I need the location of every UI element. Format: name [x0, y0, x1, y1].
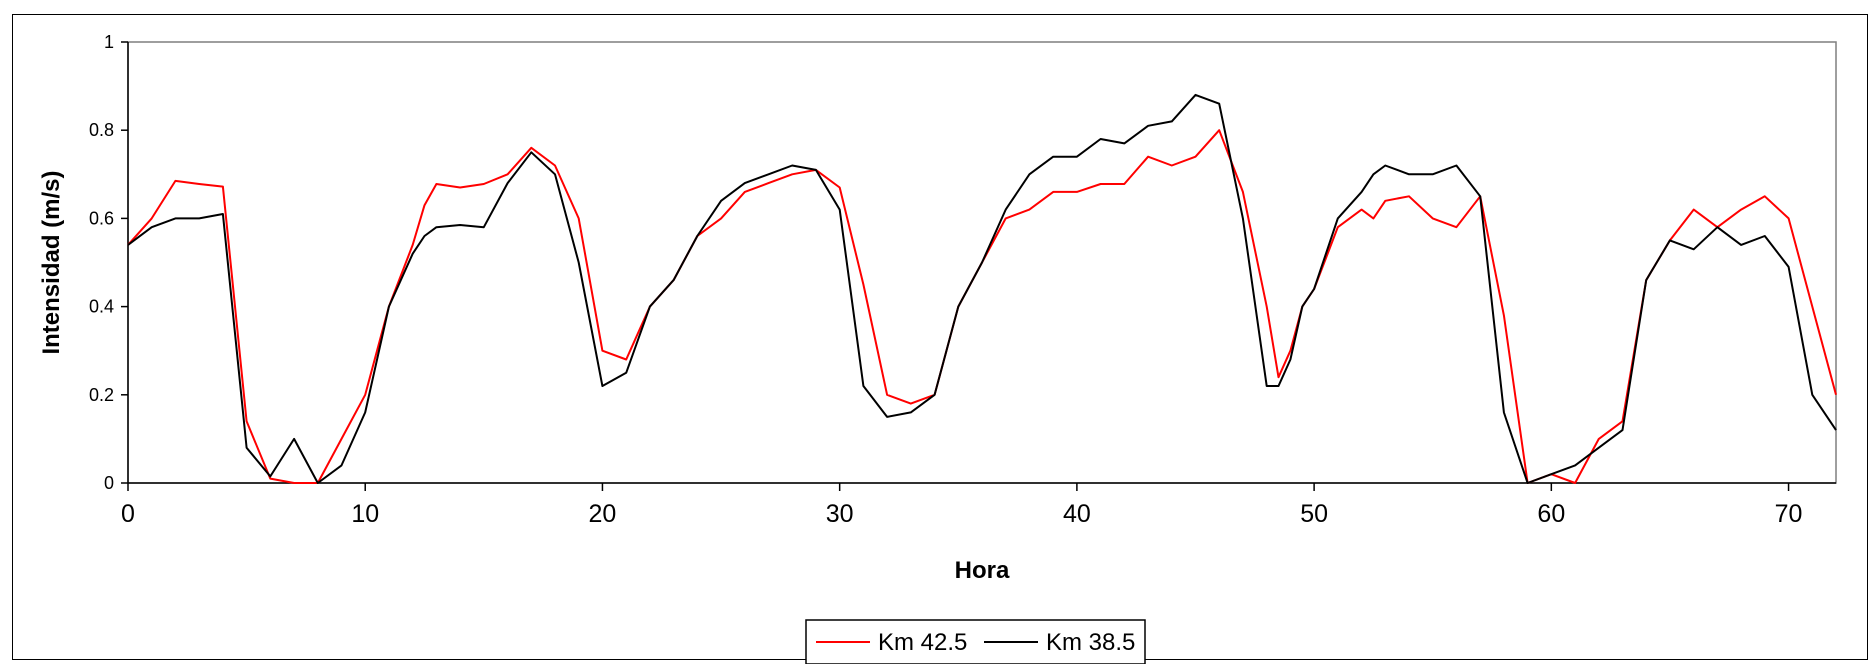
x-tick-label: 10	[351, 500, 379, 528]
legend-label: Km 38.5	[1046, 629, 1135, 656]
y-axis: 0 0.2 0.4 0.6 0.8 1	[89, 32, 129, 493]
x-axis-title: Hora	[955, 557, 1010, 584]
x-tick-label: 30	[826, 500, 854, 528]
x-axis: 0 10 20 30 40 50 60 70	[121, 482, 1836, 528]
x-tick-label: 70	[1775, 500, 1803, 528]
y-tick-label: 0.6	[89, 208, 114, 228]
y-tick-label: 0.2	[89, 385, 114, 405]
y-tick-label: 0	[104, 473, 114, 493]
series-layer	[127, 93, 1837, 484]
x-tick-label: 20	[589, 500, 617, 528]
y-axis-title: Intensidad (m/s)	[38, 170, 65, 354]
x-tick-label: 50	[1300, 500, 1328, 528]
x-tick-label: 40	[1063, 500, 1091, 528]
y-tick-label: 0.8	[89, 120, 114, 140]
series-line-km-38-5	[127, 93, 1837, 484]
x-tick-label: 0	[121, 500, 135, 528]
x-tick-label: 60	[1537, 500, 1565, 528]
y-tick-label: 1	[104, 32, 114, 52]
y-tick-label: 0.4	[89, 297, 114, 317]
legend: Km 42.5 Km 38.5	[805, 619, 1146, 664]
legend-label: Km 42.5	[878, 629, 967, 656]
